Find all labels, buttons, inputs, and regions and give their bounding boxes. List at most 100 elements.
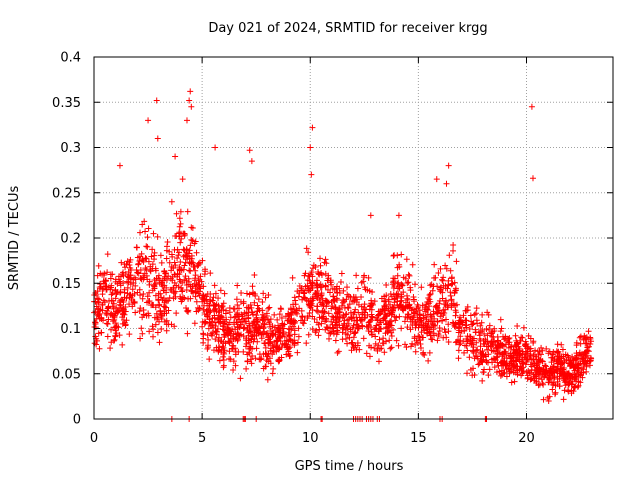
data-point bbox=[122, 322, 129, 329]
data-point bbox=[212, 290, 219, 297]
data-point bbox=[337, 279, 344, 286]
data-point bbox=[215, 295, 222, 302]
data-point bbox=[285, 331, 292, 338]
data-point bbox=[412, 320, 419, 327]
data-point bbox=[137, 335, 144, 342]
data-point bbox=[158, 294, 165, 301]
data-point bbox=[178, 285, 185, 292]
data-point bbox=[381, 349, 388, 356]
data-point bbox=[341, 298, 348, 305]
data-point bbox=[319, 295, 326, 302]
data-point bbox=[398, 297, 405, 304]
data-point bbox=[448, 296, 455, 303]
data-point bbox=[183, 307, 190, 314]
data-point bbox=[133, 244, 140, 251]
data-point bbox=[273, 337, 280, 344]
data-point bbox=[463, 317, 470, 324]
data-point bbox=[270, 347, 277, 354]
data-point bbox=[226, 327, 233, 334]
data-point bbox=[244, 358, 251, 365]
data-point bbox=[331, 286, 338, 293]
data-point bbox=[105, 316, 112, 323]
data-point bbox=[304, 277, 311, 284]
data-point bbox=[365, 274, 372, 281]
data-point bbox=[547, 369, 554, 376]
data-point bbox=[469, 372, 476, 379]
data-point bbox=[507, 343, 514, 350]
data-point bbox=[349, 339, 356, 346]
data-point bbox=[317, 255, 324, 262]
data-point bbox=[195, 290, 202, 297]
data-point bbox=[197, 285, 204, 292]
data-point bbox=[195, 260, 202, 267]
data-point bbox=[233, 335, 240, 342]
data-point bbox=[226, 348, 233, 355]
data-point bbox=[448, 302, 455, 309]
data-point bbox=[201, 302, 208, 309]
data-point bbox=[217, 287, 224, 294]
data-point bbox=[248, 360, 255, 367]
data-point bbox=[163, 255, 170, 262]
data-point bbox=[497, 328, 504, 335]
data-point bbox=[550, 350, 557, 357]
data-point bbox=[523, 369, 530, 376]
data-point bbox=[329, 313, 336, 320]
data-point bbox=[350, 298, 357, 305]
data-point bbox=[160, 303, 167, 310]
data-point bbox=[207, 270, 214, 277]
data-point bbox=[398, 251, 405, 258]
data-point bbox=[485, 311, 492, 318]
data-point bbox=[288, 317, 295, 324]
data-point bbox=[303, 245, 310, 252]
data-point bbox=[368, 332, 375, 339]
data-point bbox=[381, 298, 388, 305]
data-point bbox=[107, 345, 114, 352]
data-point bbox=[261, 340, 268, 347]
data-point bbox=[262, 344, 269, 351]
data-point bbox=[501, 358, 508, 365]
data-point bbox=[367, 212, 374, 219]
data-point bbox=[457, 333, 464, 340]
data-point bbox=[447, 267, 454, 274]
data-point bbox=[271, 311, 278, 318]
data-point bbox=[142, 228, 149, 235]
data-point bbox=[486, 322, 493, 329]
data-point bbox=[387, 318, 394, 325]
data-point bbox=[457, 340, 464, 347]
data-point bbox=[514, 367, 521, 374]
data-point bbox=[434, 337, 441, 344]
data-point bbox=[200, 339, 207, 346]
data-point bbox=[210, 302, 217, 309]
data-point bbox=[479, 358, 486, 365]
data-point bbox=[305, 301, 312, 308]
data-point bbox=[232, 351, 239, 358]
data-point bbox=[560, 366, 567, 373]
data-point bbox=[317, 292, 324, 299]
data-point bbox=[234, 337, 241, 344]
data-point bbox=[430, 283, 437, 290]
data-point bbox=[146, 278, 153, 285]
data-point bbox=[177, 239, 184, 246]
data-point bbox=[260, 365, 267, 372]
data-point bbox=[187, 267, 194, 274]
data-point bbox=[210, 294, 217, 301]
data-point bbox=[327, 324, 334, 331]
data-point bbox=[508, 379, 515, 386]
data-point bbox=[111, 336, 118, 343]
data-point bbox=[372, 333, 379, 340]
data-point bbox=[374, 346, 381, 353]
data-point bbox=[575, 361, 582, 368]
data-point bbox=[480, 352, 487, 359]
data-point bbox=[294, 339, 301, 346]
data-point bbox=[149, 261, 156, 268]
data-point bbox=[338, 302, 345, 309]
data-point bbox=[189, 237, 196, 244]
data-point bbox=[390, 252, 397, 259]
data-point bbox=[154, 135, 161, 142]
data-point bbox=[139, 330, 146, 337]
data-point bbox=[511, 378, 518, 385]
data-point bbox=[305, 331, 312, 338]
data-point bbox=[242, 343, 249, 350]
data-point bbox=[577, 372, 584, 379]
data-point bbox=[317, 262, 324, 269]
